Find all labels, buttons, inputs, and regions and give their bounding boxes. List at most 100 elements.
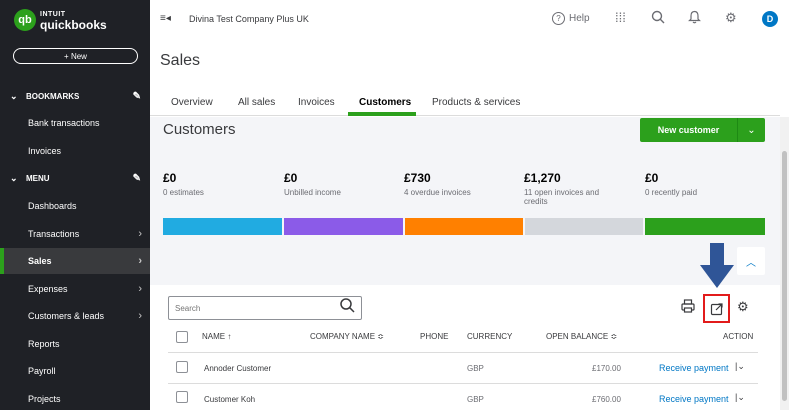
avatar[interactable]: D xyxy=(762,11,778,27)
row-checkbox[interactable] xyxy=(176,361,188,373)
row-action-chevron-down-icon[interactable]: |⌄ xyxy=(735,361,745,371)
select-all-checkbox[interactable] xyxy=(176,331,188,343)
column-header-phone: PHONE xyxy=(420,332,449,341)
sidebar-item-invoices[interactable]: Invoices xyxy=(0,138,150,164)
money-bar-estimates[interactable] xyxy=(163,218,282,235)
stat-amount: £0 xyxy=(645,171,659,185)
menu-label: MENU xyxy=(26,173,50,183)
column-header-currency: CURRENCY xyxy=(467,332,513,341)
customer-name-link[interactable]: Customer Koh xyxy=(204,395,256,404)
gear-icon[interactable]: ⚙ xyxy=(725,10,737,25)
column-header-company[interactable]: COMPANY NAME ≎ xyxy=(310,332,384,341)
sidebar-item-label: Reports xyxy=(28,339,60,349)
intuit-wordmark: INTUIT xyxy=(40,11,66,18)
money-bar-overdue[interactable] xyxy=(405,218,523,235)
new-customer-label[interactable]: New customer xyxy=(657,125,720,135)
printer-icon[interactable] xyxy=(681,299,695,316)
receive-payment-link[interactable]: Receive payment xyxy=(659,394,729,404)
stat-amount: £0 xyxy=(284,171,298,185)
collapse-chevron-up-icon[interactable]: ︿ xyxy=(737,247,765,275)
gear-icon[interactable]: ⚙ xyxy=(737,299,749,314)
stat-label: Unbilled income xyxy=(284,188,341,197)
header-divider xyxy=(168,352,758,353)
menu-section[interactable]: ⌄ MENU ✎ xyxy=(0,165,150,191)
quickbooks-logo[interactable]: qb INTUIT quickbooks xyxy=(14,9,107,31)
notification-bell-icon[interactable] xyxy=(688,10,701,27)
sidebar-item-transactions[interactable]: Transactions › xyxy=(0,221,150,247)
search-icon[interactable] xyxy=(340,298,355,316)
sidebar-item-label: Customers & leads xyxy=(28,311,105,321)
menu-collapse-icon[interactable]: ≡◂ xyxy=(160,13,171,24)
sidebar-item-label: Projects xyxy=(28,394,61,404)
export-button[interactable] xyxy=(703,294,730,323)
bookmarks-label: BOOKMARKS xyxy=(26,91,80,101)
chevron-right-icon: › xyxy=(138,310,142,322)
tab-all-sales[interactable]: All sales xyxy=(238,97,276,108)
customers-heading: Customers xyxy=(163,121,236,138)
stat-label: 11 open invoices and credits xyxy=(524,188,600,206)
sidebar-item-bank-transactions[interactable]: Bank transactions xyxy=(0,110,150,136)
money-bar-unbilled[interactable] xyxy=(284,218,403,235)
chevron-down-icon[interactable]: ⌄ xyxy=(737,118,765,142)
scrollbar-thumb[interactable] xyxy=(782,151,787,401)
chevron-right-icon: › xyxy=(138,255,142,267)
active-tab-indicator xyxy=(348,112,416,116)
apps-grid-icon[interactable]: ⁞⁞⁞ xyxy=(615,10,626,25)
new-button[interactable]: + New xyxy=(13,48,138,64)
sidebar-item-label: Bank transactions xyxy=(28,118,100,128)
sidebar-item-label: Transactions xyxy=(28,229,80,239)
tab-overview[interactable]: Overview xyxy=(171,97,213,108)
sidebar-item-payroll[interactable]: Payroll xyxy=(0,358,150,384)
left-nav: qb INTUIT quickbooks + New ⌄ BOOKMARKS ✎… xyxy=(0,0,150,410)
help-button[interactable]: ? Help xyxy=(552,12,590,25)
row-currency: GBP xyxy=(467,364,484,373)
sidebar-item-customers-leads[interactable]: Customers & leads › xyxy=(0,303,150,329)
money-bar-recently-paid[interactable] xyxy=(645,218,765,235)
stat-unbilled[interactable]: £0 Unbilled income xyxy=(284,171,341,197)
help-label: Help xyxy=(569,13,590,24)
row-checkbox[interactable] xyxy=(176,391,188,403)
column-header-name[interactable]: NAME ↑ xyxy=(202,332,232,341)
chevron-right-icon: › xyxy=(138,283,142,295)
sidebar-item-dashboards[interactable]: Dashboards xyxy=(0,193,150,219)
edit-pencil-icon[interactable]: ✎ xyxy=(132,90,141,102)
stat-overdue[interactable]: £730 4 overdue invoices xyxy=(404,171,471,197)
column-header-action: ACTION xyxy=(723,332,754,341)
row-action-chevron-down-icon[interactable]: |⌄ xyxy=(735,392,745,402)
export-icon xyxy=(710,302,723,315)
row-currency: GBP xyxy=(467,395,484,404)
tab-customers[interactable]: Customers xyxy=(359,97,412,108)
top-bar: ≡◂ Divina Test Company Plus UK ? Help ⁞⁞… xyxy=(150,0,789,38)
chevron-right-icon: › xyxy=(138,228,142,240)
customer-name-link[interactable]: Annoder Customer xyxy=(204,364,272,373)
sidebar-item-reports[interactable]: Reports xyxy=(0,331,150,357)
search-icon[interactable] xyxy=(651,10,665,27)
stat-recently-paid[interactable]: £0 0 recently paid xyxy=(645,171,697,197)
page-title: Sales xyxy=(160,52,201,69)
chevron-down-icon: ⌄ xyxy=(10,90,18,101)
tab-products-services[interactable]: Products & services xyxy=(432,97,521,108)
company-name: Divina Test Company Plus UK xyxy=(189,14,309,24)
sidebar-item-sales[interactable]: Sales › xyxy=(0,248,150,274)
sidebar-item-expenses[interactable]: Expenses › xyxy=(0,276,150,302)
vertical-scrollbar[interactable] xyxy=(780,117,789,410)
sidebar-item-projects[interactable]: Projects xyxy=(0,386,150,410)
new-customer-button[interactable]: New customer ⌄ xyxy=(640,118,765,142)
sidebar-item-label: Dashboards xyxy=(28,201,77,211)
help-icon: ? xyxy=(552,12,565,25)
column-header-open-balance[interactable]: OPEN BALANCE ≎ xyxy=(546,332,618,341)
sidebar-item-label: Expenses xyxy=(28,284,68,294)
stat-open-invoices[interactable]: £1,270 11 open invoices and credits xyxy=(524,171,624,206)
search-input[interactable] xyxy=(168,296,362,320)
edit-pencil-icon[interactable]: ✎ xyxy=(132,172,141,184)
sidebar-item-label: Payroll xyxy=(28,366,56,376)
stat-estimates[interactable]: £0 0 estimates xyxy=(163,171,204,197)
quickbooks-wordmark: quickbooks xyxy=(40,18,107,32)
money-bar-open-invoices[interactable] xyxy=(525,218,643,235)
quickbooks-logo-icon: qb xyxy=(14,9,36,31)
bookmarks-section[interactable]: ⌄ BOOKMARKS ✎ xyxy=(0,83,150,109)
stat-amount: £1,270 xyxy=(524,171,561,185)
tab-invoices[interactable]: Invoices xyxy=(298,97,335,108)
row-open-balance: £760.00 xyxy=(592,395,621,404)
receive-payment-link[interactable]: Receive payment xyxy=(659,363,729,373)
